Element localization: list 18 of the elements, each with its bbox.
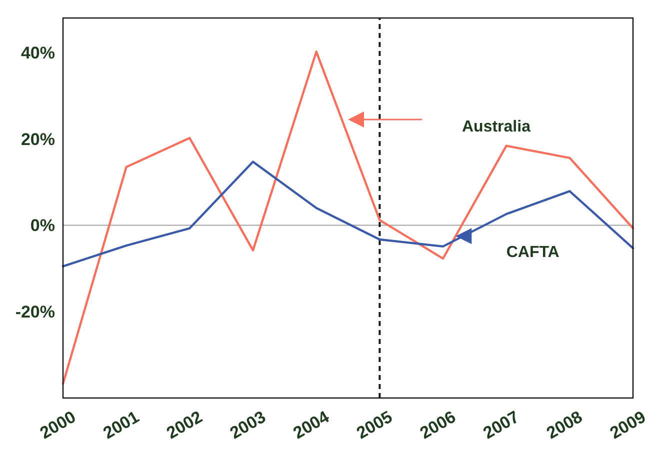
x-tick-label: 2001 [100,407,142,443]
x-tick-label: 2004 [290,407,333,443]
y-tick-label: 40% [20,43,55,62]
x-tick-label: 2000 [36,407,79,443]
x-tick-label: 2007 [480,407,522,443]
x-tick-label: 2009 [606,407,649,443]
x-tick-label: 2002 [163,407,206,443]
x-tick-label: 2005 [353,407,396,443]
y-tick-label: -20% [15,302,55,322]
series-label: CAFTA [506,244,560,261]
y-tick-label: 20% [20,130,55,149]
x-tick-label: 2006 [416,407,459,443]
x-tick-label: 2003 [226,407,269,443]
series-label: Australia [462,118,531,136]
x-tick-label: 2008 [543,407,586,443]
line-series [62,160,634,268]
line-series [62,50,634,385]
y-tick-label: 0% [30,216,55,236]
